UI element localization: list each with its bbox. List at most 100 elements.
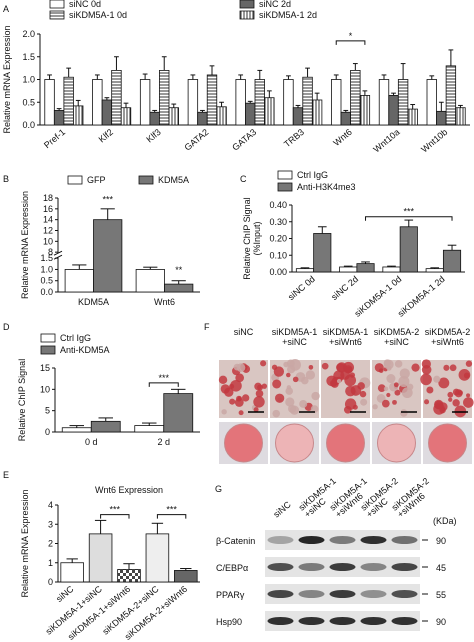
y-tick-label: 0.40: [269, 200, 287, 210]
size-marker: 55: [436, 590, 446, 600]
lipid-droplet: [386, 374, 396, 384]
legend-label: Anti-H3K4me3: [297, 182, 356, 192]
bar: [135, 269, 165, 293]
row-label: C/EBPα: [216, 563, 248, 573]
column-label: siKDM5A-2: [374, 327, 420, 337]
row-label: PPARγ: [216, 590, 245, 600]
lipid-droplet: [299, 399, 308, 408]
bar: [159, 70, 170, 126]
lipid-droplet: [443, 364, 450, 371]
x-tick-label: GATA2: [182, 127, 210, 153]
y-tick-label: 1.5: [40, 253, 53, 263]
legend-label: Anti-KDM5A: [60, 345, 110, 355]
bar: [164, 283, 194, 293]
bar: [311, 99, 323, 126]
bar: [149, 111, 160, 126]
significance-bracket: [148, 382, 179, 387]
lipid-droplet: [421, 364, 432, 375]
lipid-droplet: [426, 386, 434, 394]
x-tick-label: 2 d: [157, 437, 170, 447]
blot-band: [329, 590, 356, 598]
column-label: +siNC: [282, 337, 307, 347]
legend-swatch: [277, 182, 293, 192]
lipid-droplet: [420, 373, 432, 386]
lipid-droplet: [344, 398, 357, 410]
legend-label: Ctrl IgG: [297, 170, 328, 180]
bar: [283, 79, 294, 126]
lipid-droplet: [235, 373, 245, 383]
lipid-droplet: [381, 399, 390, 408]
x-tick-label: TRB3: [282, 127, 306, 149]
lipid-droplet: [433, 375, 441, 383]
blot-band: [360, 536, 387, 544]
y-tick-label: 0: [48, 577, 53, 587]
bar: [60, 562, 84, 583]
lipid-droplet: [394, 360, 403, 368]
y-tick-label: 1.0: [40, 264, 53, 274]
stained-dish: [224, 423, 263, 463]
lipid-droplet: [253, 407, 259, 413]
bar: [61, 427, 92, 433]
lipid-droplet: [386, 392, 391, 398]
lipid-droplet: [253, 396, 265, 408]
lipid-droplet: [376, 394, 386, 403]
column-label: siKDM5A-1: [272, 327, 318, 337]
lipid-droplet: [377, 384, 386, 392]
blot-band: [391, 536, 418, 544]
bar: [235, 79, 246, 126]
bar: [139, 79, 151, 126]
bar: [426, 79, 437, 126]
lipid-droplet: [221, 409, 227, 415]
lipid-droplet: [393, 382, 399, 388]
bar: [111, 70, 122, 126]
significance-label: ***: [404, 207, 415, 217]
x-tick-label: siNC: [54, 584, 76, 605]
x-tick-label: siNC 0d: [286, 274, 317, 302]
size-marker: 45: [436, 563, 446, 573]
y-tick-label: 1.5: [22, 52, 35, 62]
bar: [73, 105, 84, 126]
blot-band: [298, 617, 325, 625]
lipid-droplet: [273, 366, 285, 377]
panel-label: A: [3, 4, 9, 14]
bar: [134, 425, 165, 433]
legend-label: GFP: [87, 175, 106, 185]
lipid-droplet: [241, 394, 250, 402]
y-axis-label: (%Input): [252, 221, 262, 255]
x-tick-label: Klf2: [97, 127, 115, 145]
bar: [206, 74, 218, 126]
legend-label: KDM5A: [158, 175, 189, 185]
bar: [145, 533, 170, 583]
lipid-droplet: [255, 389, 264, 398]
bar: [197, 111, 208, 126]
row-label: Hsp90: [216, 617, 242, 627]
y-tick-label: 5: [45, 406, 50, 416]
lipid-droplet: [261, 383, 268, 389]
bar: [399, 226, 418, 273]
column-label: +siWnt6: [431, 337, 464, 347]
y-tick-label: 18: [43, 193, 53, 203]
significance-label: ***: [110, 505, 121, 515]
x-tick-label: Klf3: [144, 127, 162, 145]
legend-label: siKDM5A-1 2d: [259, 10, 317, 20]
y-tick-label: 10: [40, 384, 50, 394]
stained-dish: [275, 423, 314, 463]
significance-label: ***: [158, 373, 169, 383]
legend-swatch: [239, 10, 255, 20]
lipid-droplet: [274, 393, 285, 403]
row-label: β-Catenin: [216, 536, 255, 546]
bar: [117, 569, 141, 583]
bar: [313, 233, 332, 273]
significance-bracket: [156, 514, 187, 519]
x-tick-label: Wnt10b: [419, 127, 449, 155]
legend-swatch: [40, 345, 56, 355]
x-tick-label: 0 d: [85, 437, 98, 447]
legend-label: Ctrl IgG: [60, 333, 91, 343]
lipid-droplet: [434, 400, 443, 410]
stained-dish: [326, 423, 365, 463]
x-tick-label: Wnt6: [154, 297, 175, 307]
lipid-droplet: [345, 385, 356, 397]
bar: [174, 570, 198, 583]
lipid-droplet: [400, 409, 408, 417]
